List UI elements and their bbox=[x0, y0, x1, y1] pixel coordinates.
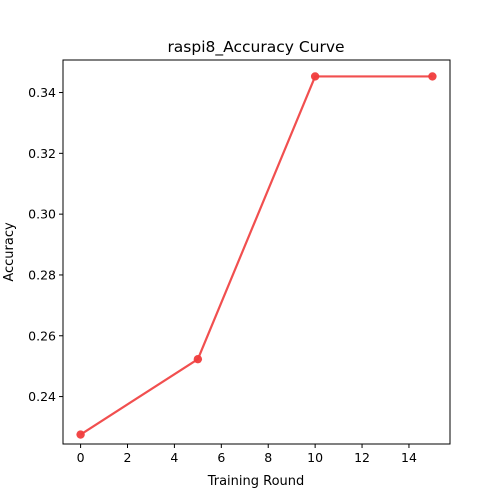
plot-area-frame bbox=[62, 59, 451, 445]
y-tick-label: 0.32 bbox=[28, 146, 56, 161]
x-tick-label: 14 bbox=[401, 450, 417, 465]
x-tick-label: 4 bbox=[170, 450, 178, 465]
data-point bbox=[193, 354, 203, 364]
x-axis-label: Training Round bbox=[207, 474, 305, 489]
chart-title: raspi8_Accuracy Curve bbox=[167, 38, 344, 57]
data-point bbox=[428, 72, 437, 81]
y-tick-label: 0.26 bbox=[28, 328, 56, 343]
x-tick-label: 0 bbox=[77, 450, 85, 465]
x-tick-label: 12 bbox=[354, 450, 370, 465]
y-tick-label: 0.30 bbox=[28, 207, 56, 222]
y-tick-label: 0.34 bbox=[28, 85, 56, 100]
data-point bbox=[310, 72, 320, 81]
x-axis: 0 2 4 6 8 10 12 14 bbox=[77, 444, 417, 465]
x-tick-label: 10 bbox=[307, 450, 323, 465]
series-layer bbox=[76, 72, 437, 439]
y-tick-label: 0.24 bbox=[28, 389, 56, 404]
data-point bbox=[76, 430, 85, 439]
x-tick-label: 2 bbox=[124, 450, 132, 465]
y-axis: 0.24 0.26 0.28 0.30 0.32 0.34 bbox=[28, 85, 63, 404]
y-tick-label: 0.28 bbox=[28, 267, 56, 282]
series-line bbox=[79, 75, 433, 436]
x-tick-label: 6 bbox=[217, 450, 225, 465]
y-axis-label: Accuracy bbox=[2, 222, 17, 282]
x-tick-label: 8 bbox=[264, 450, 272, 465]
